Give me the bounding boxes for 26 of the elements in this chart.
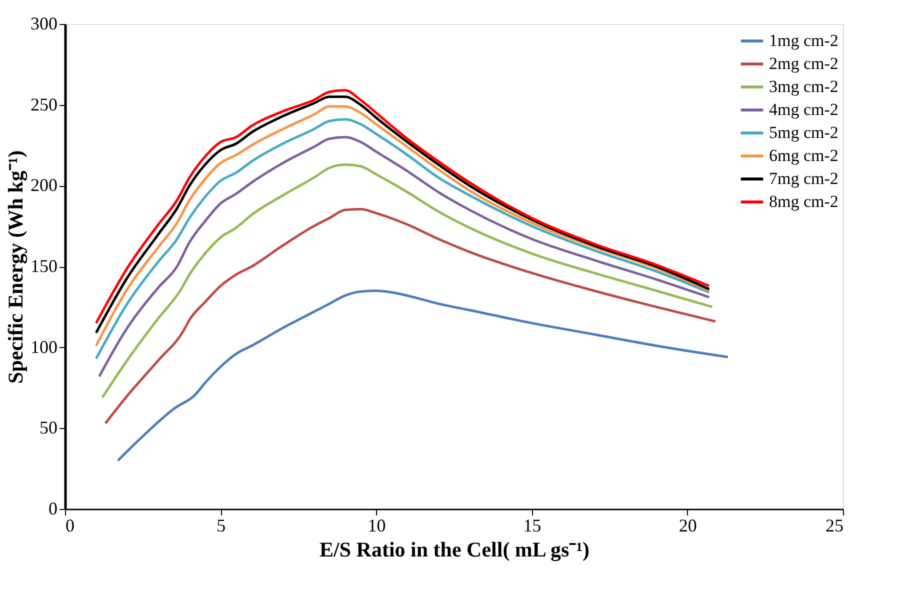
y-tick-label: 200 <box>30 175 58 196</box>
y-tick-label: 250 <box>30 94 58 114</box>
x-tick-label: 5 <box>216 516 226 536</box>
y-axis-title: Specific Energy (Wh kg⁻¹) <box>4 150 28 384</box>
line-series <box>101 163 714 399</box>
y-tick-label: 150 <box>30 256 58 276</box>
legend-label: 2mg cm-2 <box>769 54 838 73</box>
x-tick-label: 0 <box>66 516 74 536</box>
y-tick-label: 0 <box>48 498 58 518</box>
x-tick-label: 10 <box>368 516 386 536</box>
legend-label: 6mg cm-2 <box>769 146 838 165</box>
y-tick-label: 100 <box>30 336 58 357</box>
legend-label: 7mg cm-2 <box>769 169 838 188</box>
legend-label: 5mg cm-2 <box>769 123 838 142</box>
y-tick-label: 300 <box>30 14 58 34</box>
legend-label: 1mg cm-2 <box>769 31 838 50</box>
x-tick-label: 25 <box>826 516 844 536</box>
x-axis-title: E/S Ratio in the Cell( mL gs⁻¹) <box>320 538 590 562</box>
y-tick-label: 50 <box>40 418 58 438</box>
legend-label: 8mg cm-2 <box>769 192 838 211</box>
line-series <box>116 290 730 462</box>
line-series <box>104 208 717 425</box>
legend-label: 3mg cm-2 <box>769 77 838 96</box>
legend-label: 4mg cm-2 <box>769 100 838 119</box>
x-tick-label: 15 <box>523 516 542 536</box>
x-tick-label: 20 <box>678 516 697 536</box>
